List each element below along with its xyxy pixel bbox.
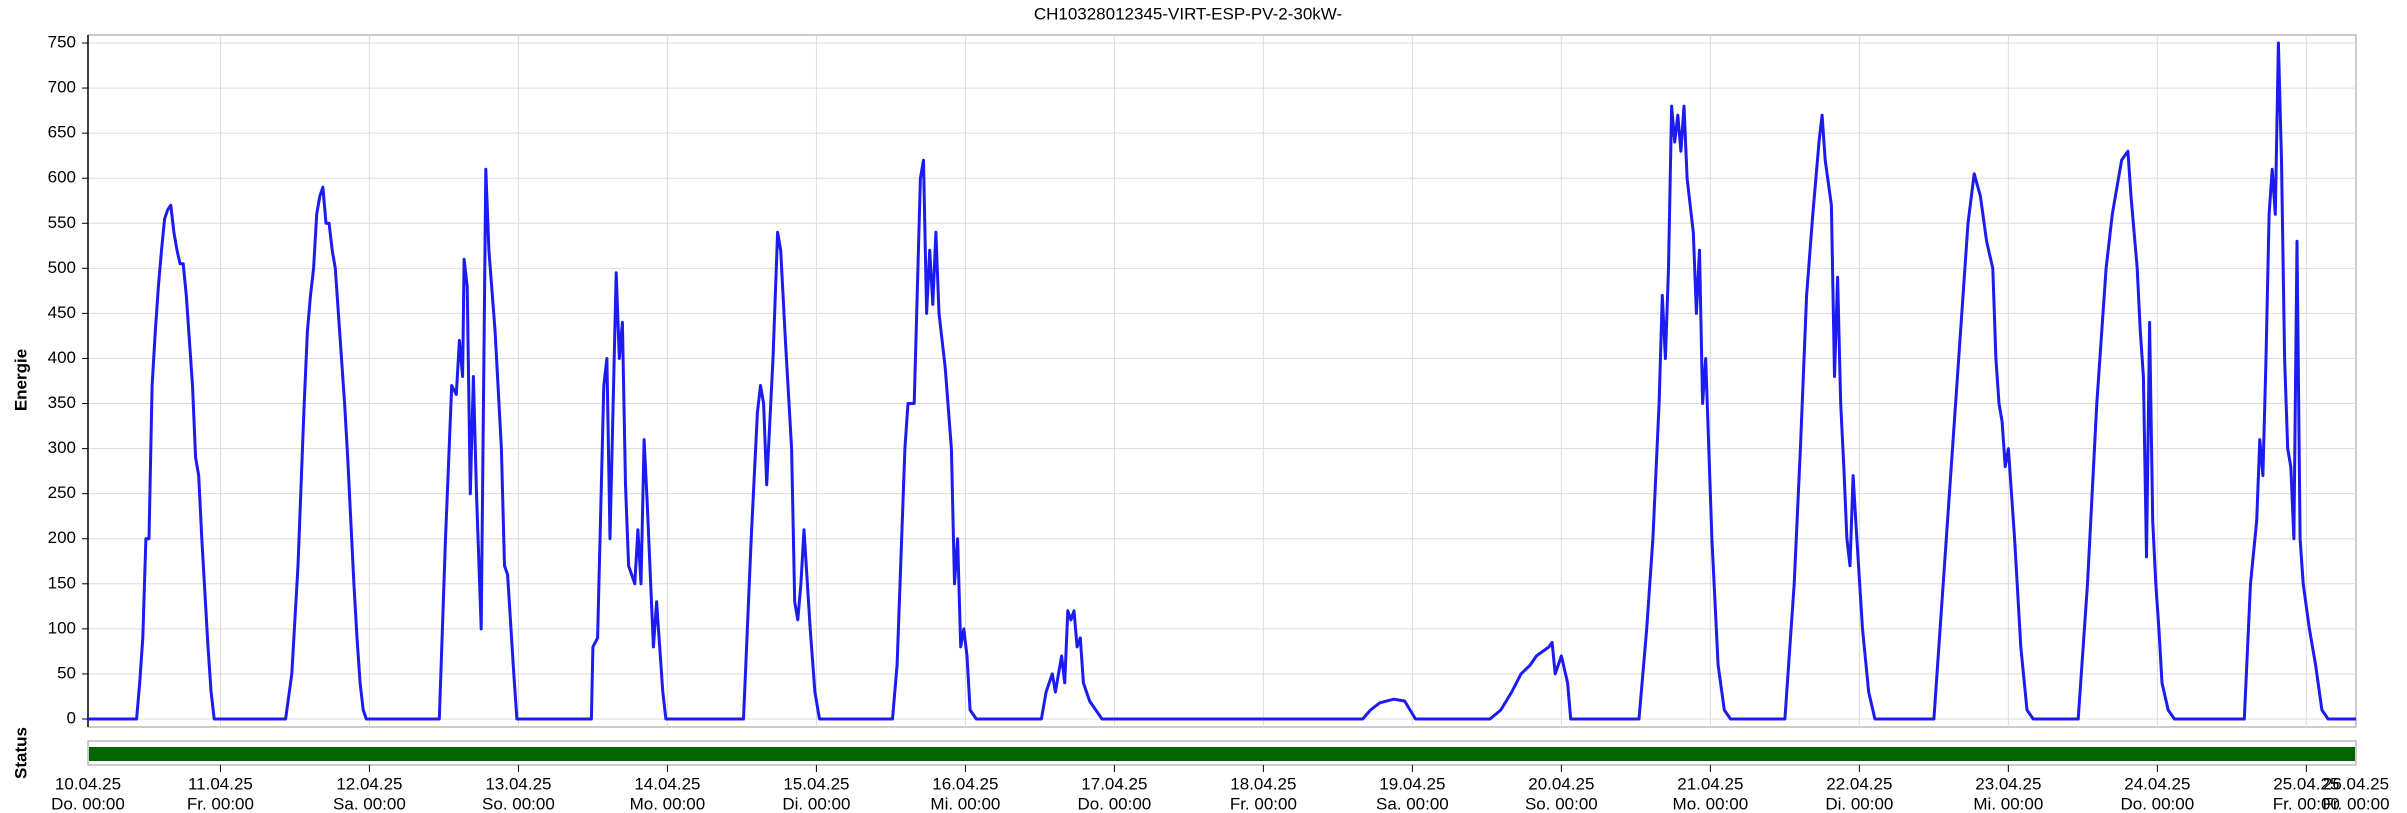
x-tick-label: 21.04.25 — [1677, 774, 1743, 793]
x-tick-label: Sa. 00:00 — [333, 794, 406, 813]
x-tick-label: 19.04.25 — [1379, 774, 1445, 793]
x-tick-label: 25.04.25 — [2273, 774, 2339, 793]
y-tick-label: 50 — [57, 663, 76, 682]
x-tick-label: 23.04.25 — [1975, 774, 2041, 793]
x-tick-label: Mi. 00:00 — [930, 794, 1000, 813]
x-tick-label: Di. 00:00 — [1825, 794, 1893, 813]
x-tick-label: 13.04.25 — [485, 774, 551, 793]
data-line — [88, 41, 2356, 721]
plot-area — [87, 34, 2357, 728]
x-tick-label: Mi. 00:00 — [1973, 794, 2043, 813]
chart-title: CH10328012345-VIRT-ESP-PV-2-30kW- — [1034, 4, 1342, 23]
x-tick-label: 12.04.25 — [336, 774, 402, 793]
x-tick-label: 16.04.25 — [932, 774, 998, 793]
x-tick-label: Do. 00:00 — [1078, 794, 1152, 813]
x-tick-label: 22.04.25 — [1826, 774, 1892, 793]
x-tick-label: 14.04.25 — [634, 774, 700, 793]
x-tick-label: Di. 00:00 — [782, 794, 850, 813]
x-tick-label: 18.04.25 — [1230, 774, 1296, 793]
y-tick-label: 0 — [67, 708, 76, 727]
x-tick-label: Fr. 00:00 — [1230, 794, 1297, 813]
x-tick-label: Fr. 00:00 — [2322, 794, 2389, 813]
y-tick-label: 450 — [48, 303, 76, 322]
y-tick-label: 600 — [48, 168, 76, 187]
y-tick-label: 300 — [48, 438, 76, 457]
status-label: Status — [11, 727, 30, 779]
x-tick-label: So. 00:00 — [482, 794, 555, 813]
y-tick-label: 550 — [48, 213, 76, 232]
x-tick-label: Sa. 00:00 — [1376, 794, 1449, 813]
x-tick-label: 24.04.25 — [2124, 774, 2190, 793]
x-tick-label: 20.04.25 — [1528, 774, 1594, 793]
y-tick-label: 400 — [48, 348, 76, 367]
y-tick-label: 650 — [48, 123, 76, 142]
y-tick-label: 200 — [48, 528, 76, 547]
x-tick-label: Fr. 00:00 — [2273, 794, 2340, 813]
x-tick-label: Mo. 00:00 — [1673, 794, 1749, 813]
y-tick-label: 100 — [48, 618, 76, 637]
y-tick-label: 500 — [48, 258, 76, 277]
y-tick-label: 150 — [48, 573, 76, 592]
y-tick-label: 350 — [48, 393, 76, 412]
x-tick-label: Fr. 00:00 — [187, 794, 254, 813]
y-axis-label: Energie — [11, 349, 30, 411]
y-tick-label: 750 — [48, 32, 76, 51]
status-bar — [89, 747, 2355, 761]
x-tick-label: 10.04.25 — [55, 774, 121, 793]
x-tick-label: 17.04.25 — [1081, 774, 1147, 793]
x-tick-label: So. 00:00 — [1525, 794, 1598, 813]
x-tick-label: Do. 00:00 — [2120, 794, 2194, 813]
x-tick-label: Mo. 00:00 — [630, 794, 706, 813]
y-tick-label: 700 — [48, 78, 76, 97]
x-tick-label: 26.04.25 — [2323, 774, 2389, 793]
x-tick-label: 11.04.25 — [188, 774, 253, 793]
y-tick-label: 250 — [48, 483, 76, 502]
x-tick-label: Do. 00:00 — [51, 794, 125, 813]
x-tick-label: 15.04.25 — [783, 774, 849, 793]
